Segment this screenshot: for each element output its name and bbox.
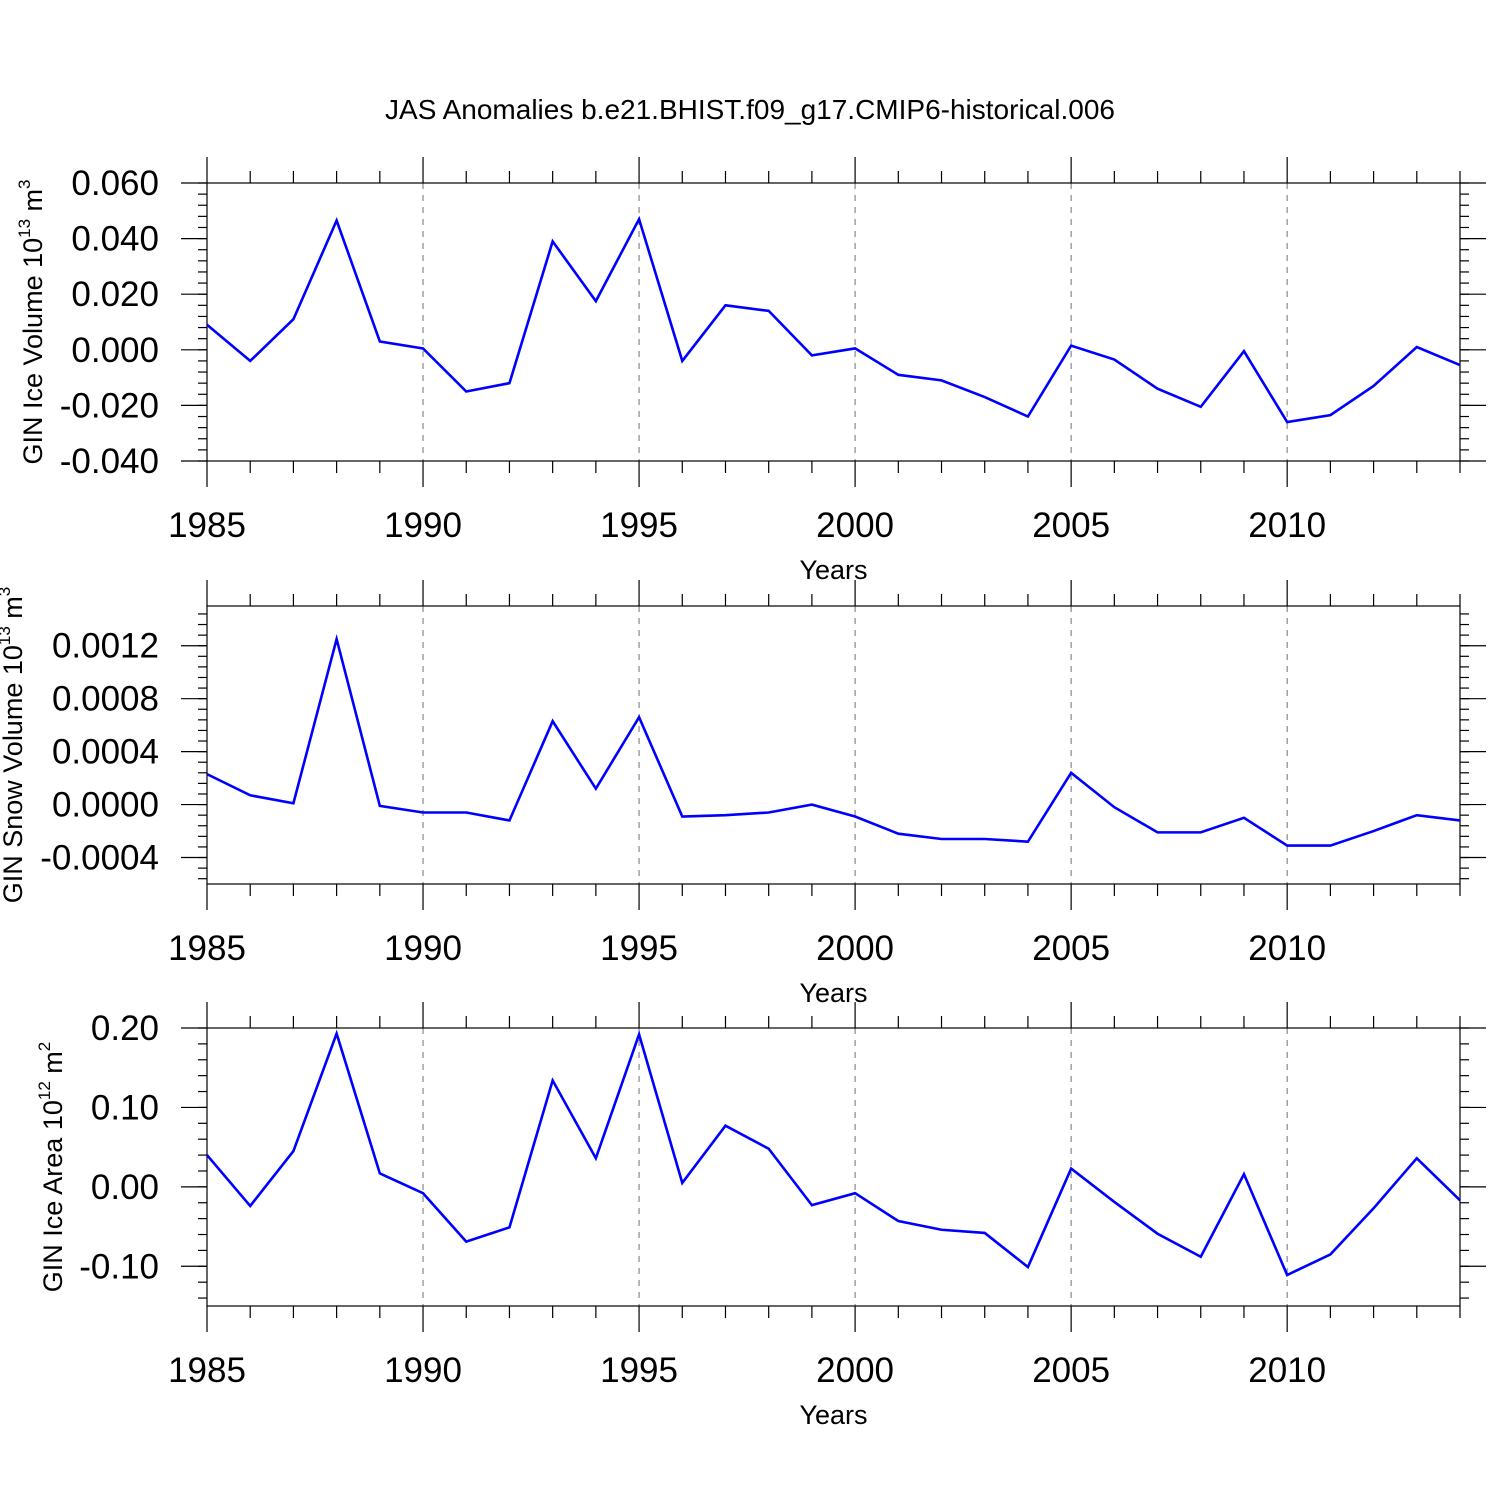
y-tick-label: 0.10	[91, 1088, 159, 1127]
y-tick-label: 0.0012	[52, 627, 159, 666]
y-axis-title-exponent: 12	[35, 1081, 54, 1100]
x-tick-label: 1995	[600, 929, 678, 968]
y-tick-label: -0.10	[79, 1247, 159, 1286]
y-tick-label: 0.060	[71, 164, 159, 203]
x-tick-label: 2005	[1032, 929, 1110, 968]
y-axis-title-unit: m	[18, 189, 48, 219]
y-tick-label: -0.040	[60, 442, 159, 481]
x-tick-label: 2000	[816, 1351, 894, 1390]
y-axis-title-unit: m	[0, 596, 28, 626]
y-axis-title-text: GIN Snow Volume 10	[0, 645, 28, 903]
x-tick-label: 2010	[1248, 506, 1326, 545]
y-tick-label: 0.020	[71, 275, 159, 314]
chart-panel-2: 0.0012 0.0008 0.0004 0.0000 -0.0004 1985 1990 1…	[0, 580, 1486, 1008]
y-tick-label: 0.0008	[52, 680, 159, 719]
x-tick-label: 2005	[1032, 506, 1110, 545]
y-tick-label: -0.0004	[40, 839, 159, 878]
x-tick-label: 2010	[1248, 929, 1326, 968]
figure-title: JAS Anomalies b.e21.BHIST.f09_g17.CMIP6-…	[385, 94, 1115, 125]
series-line	[206, 633, 1461, 847]
plot-frame	[206, 182, 1461, 462]
y-tick-label: 0.0004	[52, 733, 159, 772]
y-tick-label: 0.00	[91, 1168, 159, 1207]
x-tick-label: 1990	[384, 929, 462, 968]
series-line	[206, 1029, 1461, 1277]
x-tick-label: 1985	[168, 506, 246, 545]
x-tick-label: 2010	[1248, 1351, 1326, 1390]
x-tick-label: 1995	[600, 506, 678, 545]
y-axis-title: GIN Ice Volume 1013 m3	[15, 179, 48, 464]
y-axis-title-exponent: 13	[0, 626, 14, 645]
y-axis-title-unit-exponent: 3	[0, 587, 14, 596]
chart-panel-3: 0.20 0.10 0.00 -0.10 1985 1990 1995 2000 2005 201…	[35, 1002, 1486, 1430]
x-tick-label: 2000	[816, 506, 894, 545]
y-axis-title-exponent: 13	[15, 219, 34, 238]
x-tick-label: 1985	[168, 929, 246, 968]
plot-frame	[206, 1027, 1461, 1307]
y-axis-title: GIN Ice Area 1012 m2	[35, 1042, 68, 1293]
y-axis-title-text: GIN Ice Volume 10	[18, 238, 48, 465]
x-tick-label: 1990	[384, 1351, 462, 1390]
x-axis-title: Years	[799, 555, 867, 585]
y-tick-label: 0.000	[71, 331, 159, 370]
y-axis-title-unit-exponent: 3	[15, 179, 34, 188]
y-tick-label: -0.020	[60, 386, 159, 425]
x-tick-label: 2000	[816, 929, 894, 968]
plot-frame	[206, 605, 1461, 885]
x-tick-label: 2005	[1032, 1351, 1110, 1390]
x-tick-label: 1995	[600, 1351, 678, 1390]
series-line	[206, 215, 1461, 424]
y-tick-label: 0.20	[91, 1009, 159, 1048]
y-axis-title-unit-exponent: 2	[35, 1042, 54, 1051]
y-axis-title-text: GIN Ice Area 10	[38, 1100, 68, 1292]
y-tick-label: 0.040	[71, 220, 159, 259]
y-tick-label: 0.0000	[52, 786, 159, 825]
y-axis-title-unit: m	[38, 1051, 68, 1081]
x-tick-label: 1985	[168, 1351, 246, 1390]
x-tick-label: 1990	[384, 506, 462, 545]
x-axis-title: Years	[799, 1400, 867, 1430]
x-axis-title: Years	[799, 978, 867, 1008]
y-axis-title: GIN Snow Volume 1013 m3	[0, 587, 28, 904]
